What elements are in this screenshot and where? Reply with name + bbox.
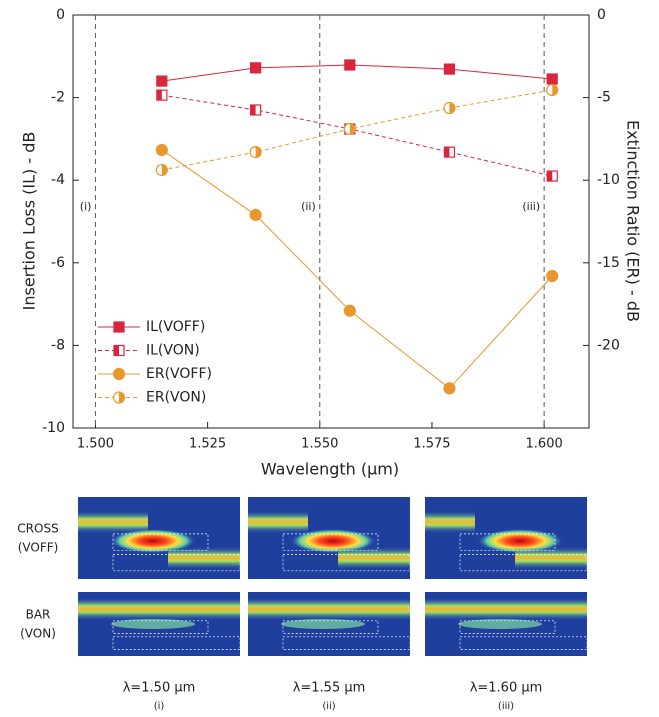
waveguide-outline — [282, 620, 379, 634]
x-tick-label: 1.600 — [526, 437, 563, 452]
field-band — [78, 598, 240, 620]
row-label: (VON) — [20, 627, 56, 641]
waveguide-outline — [112, 636, 241, 650]
marker-half — [119, 392, 125, 403]
series-line — [161, 149, 553, 390]
marker-half — [349, 123, 356, 135]
marker — [546, 73, 558, 85]
y2-tick-label: -5 — [597, 90, 611, 106]
y-axis-label: Insertion Loss (IL) - dB — [20, 132, 39, 311]
marker — [250, 62, 262, 74]
y-tick-label: -6 — [51, 255, 65, 271]
field-band — [338, 547, 410, 569]
row-label: CROSS — [17, 522, 58, 536]
marker-half — [250, 104, 256, 115]
waveguide-outline — [459, 620, 556, 634]
column-sub: (ii) — [322, 701, 335, 712]
x-tick-label: 1.550 — [301, 437, 338, 452]
column-label: λ=1.60 μm — [470, 681, 543, 696]
field-band — [425, 511, 475, 533]
marker — [343, 304, 356, 317]
waveguide-outline — [459, 636, 588, 650]
legend-label: IL(VOFF) — [146, 319, 205, 335]
marker-half — [449, 102, 455, 114]
legend-label: ER(VON) — [146, 390, 206, 406]
marker — [155, 143, 168, 157]
y2-tick-label: -20 — [597, 337, 620, 353]
waveguide-outline — [282, 636, 411, 650]
marker — [249, 208, 262, 221]
marker-label: (iii) — [522, 200, 540, 213]
marker — [344, 59, 356, 71]
x-tick-label: 1.575 — [413, 437, 450, 452]
row-label: (VOFF) — [18, 541, 59, 555]
y2-tick-label: -15 — [597, 255, 620, 271]
marker — [112, 367, 126, 381]
marker — [443, 63, 456, 75]
series — [155, 143, 559, 395]
marker-half — [114, 345, 119, 356]
column-sub: (i) — [154, 701, 165, 712]
field-band — [248, 511, 308, 533]
marker — [156, 75, 168, 87]
column-label: λ=1.55 μm — [293, 681, 366, 696]
field-weak — [281, 619, 365, 629]
marker — [443, 382, 456, 395]
marker-label: (i) — [80, 200, 92, 213]
field-band — [168, 547, 240, 569]
marker-half — [547, 171, 553, 182]
x-tick-label: 1.525 — [189, 437, 226, 452]
field-band — [515, 547, 587, 569]
series-line — [161, 94, 553, 177]
field-band — [425, 598, 587, 620]
marker-half — [161, 164, 168, 176]
y2-tick-label: 0 — [597, 7, 606, 23]
marker-half — [156, 90, 162, 101]
field-band — [78, 511, 148, 533]
marker — [113, 321, 125, 333]
y-tick-label: -10 — [42, 420, 65, 436]
marker-label: (ii) — [301, 200, 316, 213]
x-tick-label: 1.500 — [77, 437, 114, 452]
y2-tick-label: -10 — [597, 172, 620, 188]
field-panels: CROSS (VOFF) BAR (VON) λ=1.50 μm (i) λ=1.55 μm… — [17, 497, 588, 712]
series — [156, 89, 558, 182]
column-label: λ=1.50 μm — [123, 681, 196, 696]
row-label: BAR — [26, 608, 51, 622]
waveguide-outline — [112, 620, 209, 634]
legend-label: IL(VON) — [146, 343, 200, 359]
series — [156, 59, 558, 87]
y2-axis-label: Extinction Ratio (ER) - dB — [624, 120, 643, 322]
y-tick-label: 0 — [56, 7, 65, 23]
field-weak — [458, 619, 542, 629]
plot-frame — [72, 14, 590, 429]
y-tick-label: -8 — [51, 337, 65, 353]
y-tick-label: -4 — [51, 172, 65, 188]
marker-half — [552, 84, 558, 96]
marker-half — [255, 146, 262, 158]
y-tick-label: -2 — [51, 90, 65, 106]
field-band — [248, 598, 410, 620]
field-weak — [111, 619, 195, 629]
column-sub: (iii) — [498, 701, 514, 712]
series-line — [161, 64, 553, 82]
legend-label: ER(VOFF) — [146, 366, 212, 382]
marker-half — [444, 147, 450, 158]
marker — [546, 269, 559, 283]
series — [155, 83, 559, 177]
x-axis-label: Wavelength (μm) — [261, 460, 399, 479]
series-line — [161, 89, 553, 171]
